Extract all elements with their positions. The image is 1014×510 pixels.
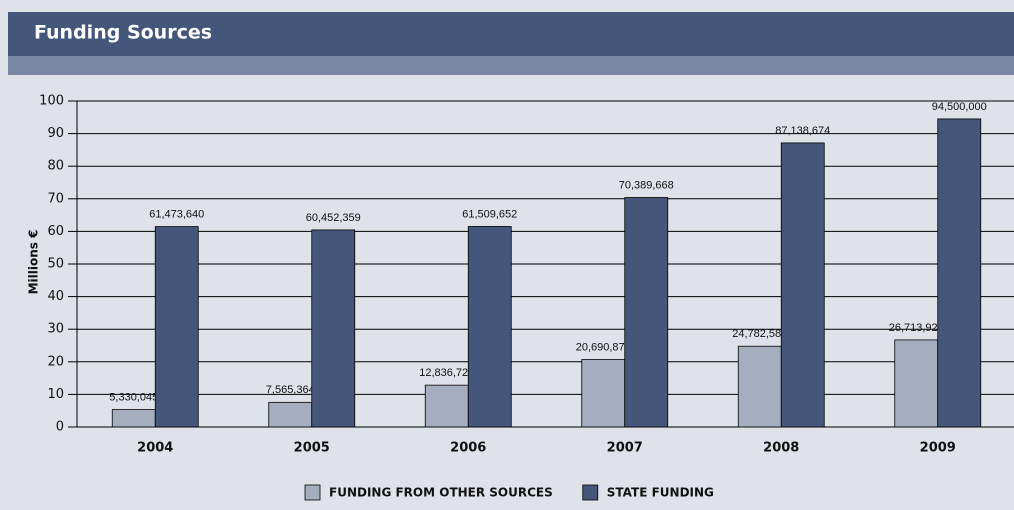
title-band — [8, 56, 1014, 75]
value-label: 60,452,359 — [306, 212, 361, 224]
y-axis-label: Millions € — [27, 230, 41, 295]
value-label: 12,836,724 — [419, 367, 474, 379]
bar — [624, 197, 669, 428]
x-tick-label: 2007 — [607, 441, 643, 456]
bar — [894, 339, 939, 428]
y-tick-label: 80 — [47, 159, 64, 174]
legend-label: STATE FUNDING — [607, 486, 714, 500]
bar — [111, 409, 156, 428]
x-tick-label: 2004 — [137, 441, 173, 456]
bar — [268, 401, 313, 428]
value-label: 26,713,925 — [889, 322, 944, 334]
value-label: 20,690,870 — [576, 341, 631, 353]
x-tick-label: 2009 — [920, 441, 956, 456]
y-tick-label: 90 — [47, 126, 64, 141]
y-tick-label: 10 — [47, 387, 64, 402]
legend-swatch — [582, 484, 599, 501]
value-label: 5,330,045 — [109, 392, 158, 404]
value-label: 94,500,000 — [932, 101, 987, 113]
value-label: 61,509,652 — [462, 208, 517, 220]
legend-swatch — [304, 484, 321, 501]
bar — [581, 359, 626, 428]
y-tick-label: 60 — [47, 224, 64, 239]
x-tick-label: 2005 — [294, 441, 330, 456]
bar — [311, 229, 356, 428]
title-bar — [8, 12, 1014, 56]
y-tick-label: 20 — [47, 354, 64, 369]
chart-title: Funding Sources — [34, 22, 212, 44]
bar — [737, 345, 782, 428]
bar — [467, 226, 512, 428]
bar — [780, 142, 825, 428]
y-tick-label: 100 — [39, 94, 64, 109]
y-tick-label: 30 — [47, 322, 64, 337]
value-label: 7,565,364 — [266, 384, 315, 396]
bar — [937, 118, 982, 428]
bar — [424, 384, 469, 428]
value-label: 87,138,674 — [775, 125, 830, 137]
y-tick-label: 70 — [47, 191, 64, 206]
y-tick-label: 50 — [47, 257, 64, 272]
value-label: 61,473,640 — [149, 209, 204, 221]
value-label: 24,782,580 — [732, 328, 787, 340]
y-tick-label: 0 — [56, 420, 64, 435]
bar — [154, 226, 199, 428]
y-tick-label: 40 — [47, 289, 64, 304]
x-tick-label: 2006 — [450, 441, 486, 456]
value-label: 70,389,668 — [619, 179, 674, 191]
x-tick-label: 2008 — [763, 441, 799, 456]
legend-label: FUNDING FROM OTHER SOURCES — [329, 486, 553, 500]
